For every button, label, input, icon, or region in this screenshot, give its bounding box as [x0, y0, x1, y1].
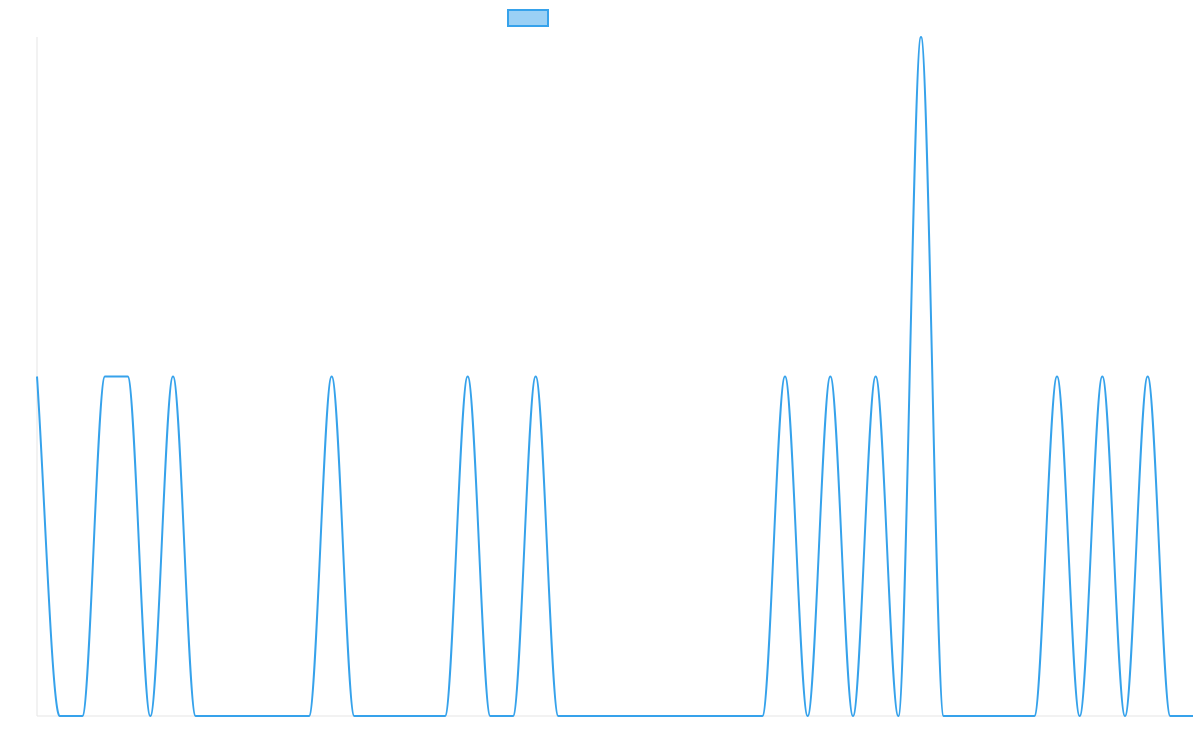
data-point[interactable] — [348, 710, 360, 722]
data-point[interactable] — [76, 710, 88, 722]
data-point[interactable] — [530, 371, 542, 383]
data-point[interactable] — [938, 710, 950, 722]
data-point[interactable] — [756, 710, 768, 722]
data-point[interactable] — [552, 710, 564, 722]
data-point[interactable] — [1074, 710, 1086, 722]
data-point[interactable] — [1142, 371, 1154, 383]
data-point[interactable] — [802, 710, 814, 722]
data-point[interactable] — [462, 371, 474, 383]
data-point[interactable] — [1096, 371, 1108, 383]
data-point[interactable] — [507, 710, 519, 722]
data-point[interactable] — [1187, 710, 1199, 722]
data-point[interactable] — [99, 371, 111, 383]
data-point[interactable] — [439, 710, 451, 722]
data-point[interactable] — [847, 710, 859, 722]
data-point[interactable] — [824, 371, 836, 383]
data-point[interactable] — [779, 371, 791, 383]
data-point[interactable] — [144, 710, 156, 722]
legend[interactable] — [507, 9, 549, 27]
data-point[interactable] — [1028, 710, 1040, 722]
data-point[interactable] — [167, 371, 179, 383]
axes — [36, 37, 1193, 717]
data-point[interactable] — [484, 710, 496, 722]
series-line-0 — [36, 36, 1193, 718]
data-point[interactable] — [122, 371, 134, 383]
series-layer — [31, 31, 1199, 722]
data-point[interactable] — [190, 710, 202, 722]
data-point[interactable] — [1164, 710, 1176, 722]
data-point[interactable] — [54, 710, 66, 722]
data-point[interactable] — [892, 710, 904, 722]
data-point[interactable] — [1119, 710, 1131, 722]
data-point[interactable] — [303, 710, 315, 722]
data-point[interactable] — [915, 31, 927, 43]
data-point[interactable] — [326, 371, 338, 383]
data-point[interactable] — [1051, 371, 1063, 383]
data-point[interactable] — [31, 371, 43, 383]
data-point[interactable] — [870, 371, 882, 383]
legend-swatch[interactable] — [507, 9, 549, 27]
